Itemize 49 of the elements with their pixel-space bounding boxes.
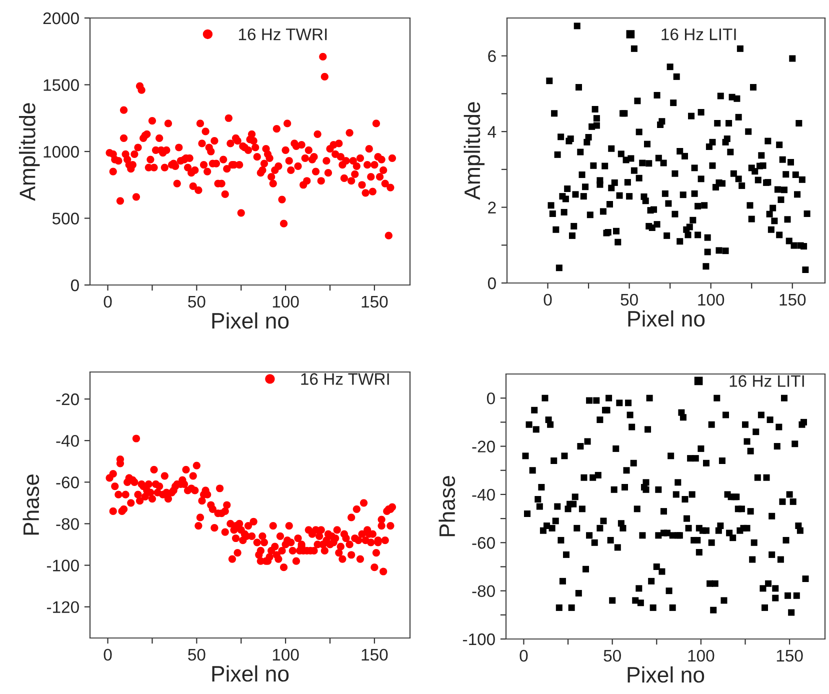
y-axis-title: Phase xyxy=(438,476,456,536)
y-axis-title: Amplitude xyxy=(464,102,485,200)
x-tick-label: 50 xyxy=(604,650,621,662)
x-tick-label: 100 xyxy=(272,296,299,308)
y-tick-label: -60 xyxy=(56,476,79,488)
x-tick-label: 150 xyxy=(780,294,806,306)
legend-label: 16 Hz TWRI xyxy=(238,28,327,40)
x-axis-title: Pixel no xyxy=(628,310,705,327)
y-tick-label: -100 xyxy=(46,560,79,572)
x-tick-label: 0 xyxy=(104,296,112,308)
x-tick-label: 0 xyxy=(520,650,528,662)
y-tick-label: -60 xyxy=(472,537,495,549)
y-axis-title: Phase xyxy=(22,474,40,535)
x-tick-label: 150 xyxy=(776,650,803,662)
y-tick-label: 0 xyxy=(70,279,79,292)
x-tick-label: 50 xyxy=(188,648,206,661)
x-tick-label: 50 xyxy=(188,296,206,308)
x-tick-label: 150 xyxy=(362,648,388,661)
x-tick-label: 100 xyxy=(688,650,714,662)
y-tick-label: 500 xyxy=(52,212,79,224)
x-tick-label: 100 xyxy=(698,294,724,306)
y-tick-label: 1000 xyxy=(44,146,79,158)
y-tick-label: -80 xyxy=(472,585,495,598)
y-tick-label: -100 xyxy=(462,633,495,646)
y-tick-label: -20 xyxy=(472,440,495,452)
legend-label: 16 Hz LITI xyxy=(662,28,736,40)
x-axis-title: Pixel no xyxy=(212,665,289,682)
y-tick-label: 2000 xyxy=(43,12,79,24)
x-tick-label: 0 xyxy=(544,294,552,306)
y-tick-label: 6 xyxy=(488,50,496,62)
y-tick-label: -80 xyxy=(56,518,79,530)
y-tick-label: -40 xyxy=(472,488,495,501)
y-tick-label: -20 xyxy=(56,393,79,406)
y-tick-label: -120 xyxy=(46,601,79,614)
y-axis-title: Amplitude xyxy=(19,103,40,201)
x-tick-label: 100 xyxy=(272,648,299,661)
y-tick-label: 4 xyxy=(488,126,496,138)
x-tick-label: 150 xyxy=(362,296,388,308)
y-tick-label: 2 xyxy=(488,202,496,214)
x-tick-label: 0 xyxy=(104,648,112,661)
x-axis-title: Pixel no xyxy=(212,312,289,329)
y-tick-label: 0 xyxy=(486,392,495,404)
y-tick-label: 0 xyxy=(488,277,496,290)
x-tick-label: 50 xyxy=(620,294,638,306)
x-axis-title: Pixel no xyxy=(628,666,704,683)
legend-label: 16 Hz TWRI xyxy=(301,373,389,385)
y-tick-label: -40 xyxy=(56,434,79,447)
legend-label: 16 Hz LITI xyxy=(730,375,804,387)
y-tick-label: 1500 xyxy=(44,79,79,91)
